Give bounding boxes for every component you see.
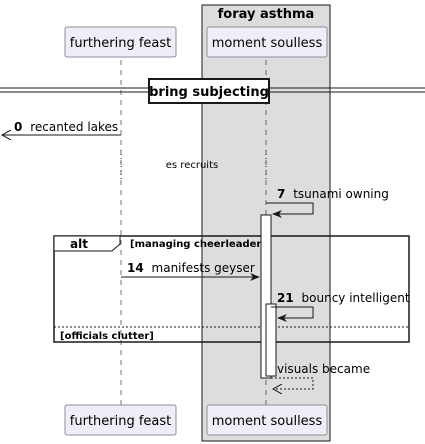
box-title: foray asthma	[218, 7, 315, 22]
alt-guard-1: [managing cheerleader]	[130, 239, 266, 250]
participant-label: furthering feast	[70, 414, 172, 429]
divider-label: bring subjecting	[149, 85, 269, 100]
participant-furthering-feast-bottom[interactable]: furthering feast	[64, 404, 177, 436]
delay-label: es recruits	[166, 160, 218, 171]
participant-moment-soulless-bottom[interactable]: moment soulless	[206, 404, 328, 436]
svg-text:14 manifests geyser: 14 manifests geyser	[127, 261, 255, 275]
message-text: manifests geyser	[152, 261, 255, 275]
svg-text:0 recanted lakes: 0 recanted lakes	[14, 120, 118, 134]
message-text: recanted lakes	[30, 120, 118, 134]
message-7: 7 tsunami owning	[266, 187, 389, 218]
participant-furthering-feast-top[interactable]: furthering feast	[64, 26, 177, 58]
message-number: 14	[127, 261, 144, 275]
alt-guard-2: [officials clutter]	[60, 331, 154, 342]
message-number: 21	[277, 291, 294, 305]
alt-fragment: alt [managing cheerleader] [officials cl…	[53, 235, 410, 343]
svg-text:21 bouncy intelligent: 21 bouncy intelligent	[277, 291, 410, 305]
message-number: 0	[14, 120, 22, 134]
message-14: 14 manifests geyser	[121, 261, 260, 281]
participant-moment-soulless-top[interactable]: moment soulless	[206, 26, 328, 58]
participant-label: moment soulless	[212, 36, 323, 51]
delay-es-recruits: es recruits	[120, 150, 267, 180]
svg-text:7 tsunami owning: 7 tsunami owning	[277, 187, 389, 201]
message-0: 0 recanted lakes	[2, 120, 121, 135]
message-return-visuals-became: visuals became	[271, 362, 370, 389]
message-text: visuals became	[277, 362, 370, 376]
participant-label: moment soulless	[212, 414, 323, 429]
message-number: 7	[277, 187, 285, 201]
activation-bar	[260, 214, 272, 379]
participant-label: furthering feast	[70, 36, 172, 51]
divider-bring-subjecting: bring subjecting	[0, 78, 425, 104]
message-text: tsunami owning	[293, 187, 389, 201]
message-21: 21 bouncy intelligent	[271, 291, 410, 322]
activation-bar-nested	[265, 303, 277, 377]
alt-keyword: alt	[70, 237, 88, 251]
message-text: bouncy intelligent	[302, 291, 410, 305]
